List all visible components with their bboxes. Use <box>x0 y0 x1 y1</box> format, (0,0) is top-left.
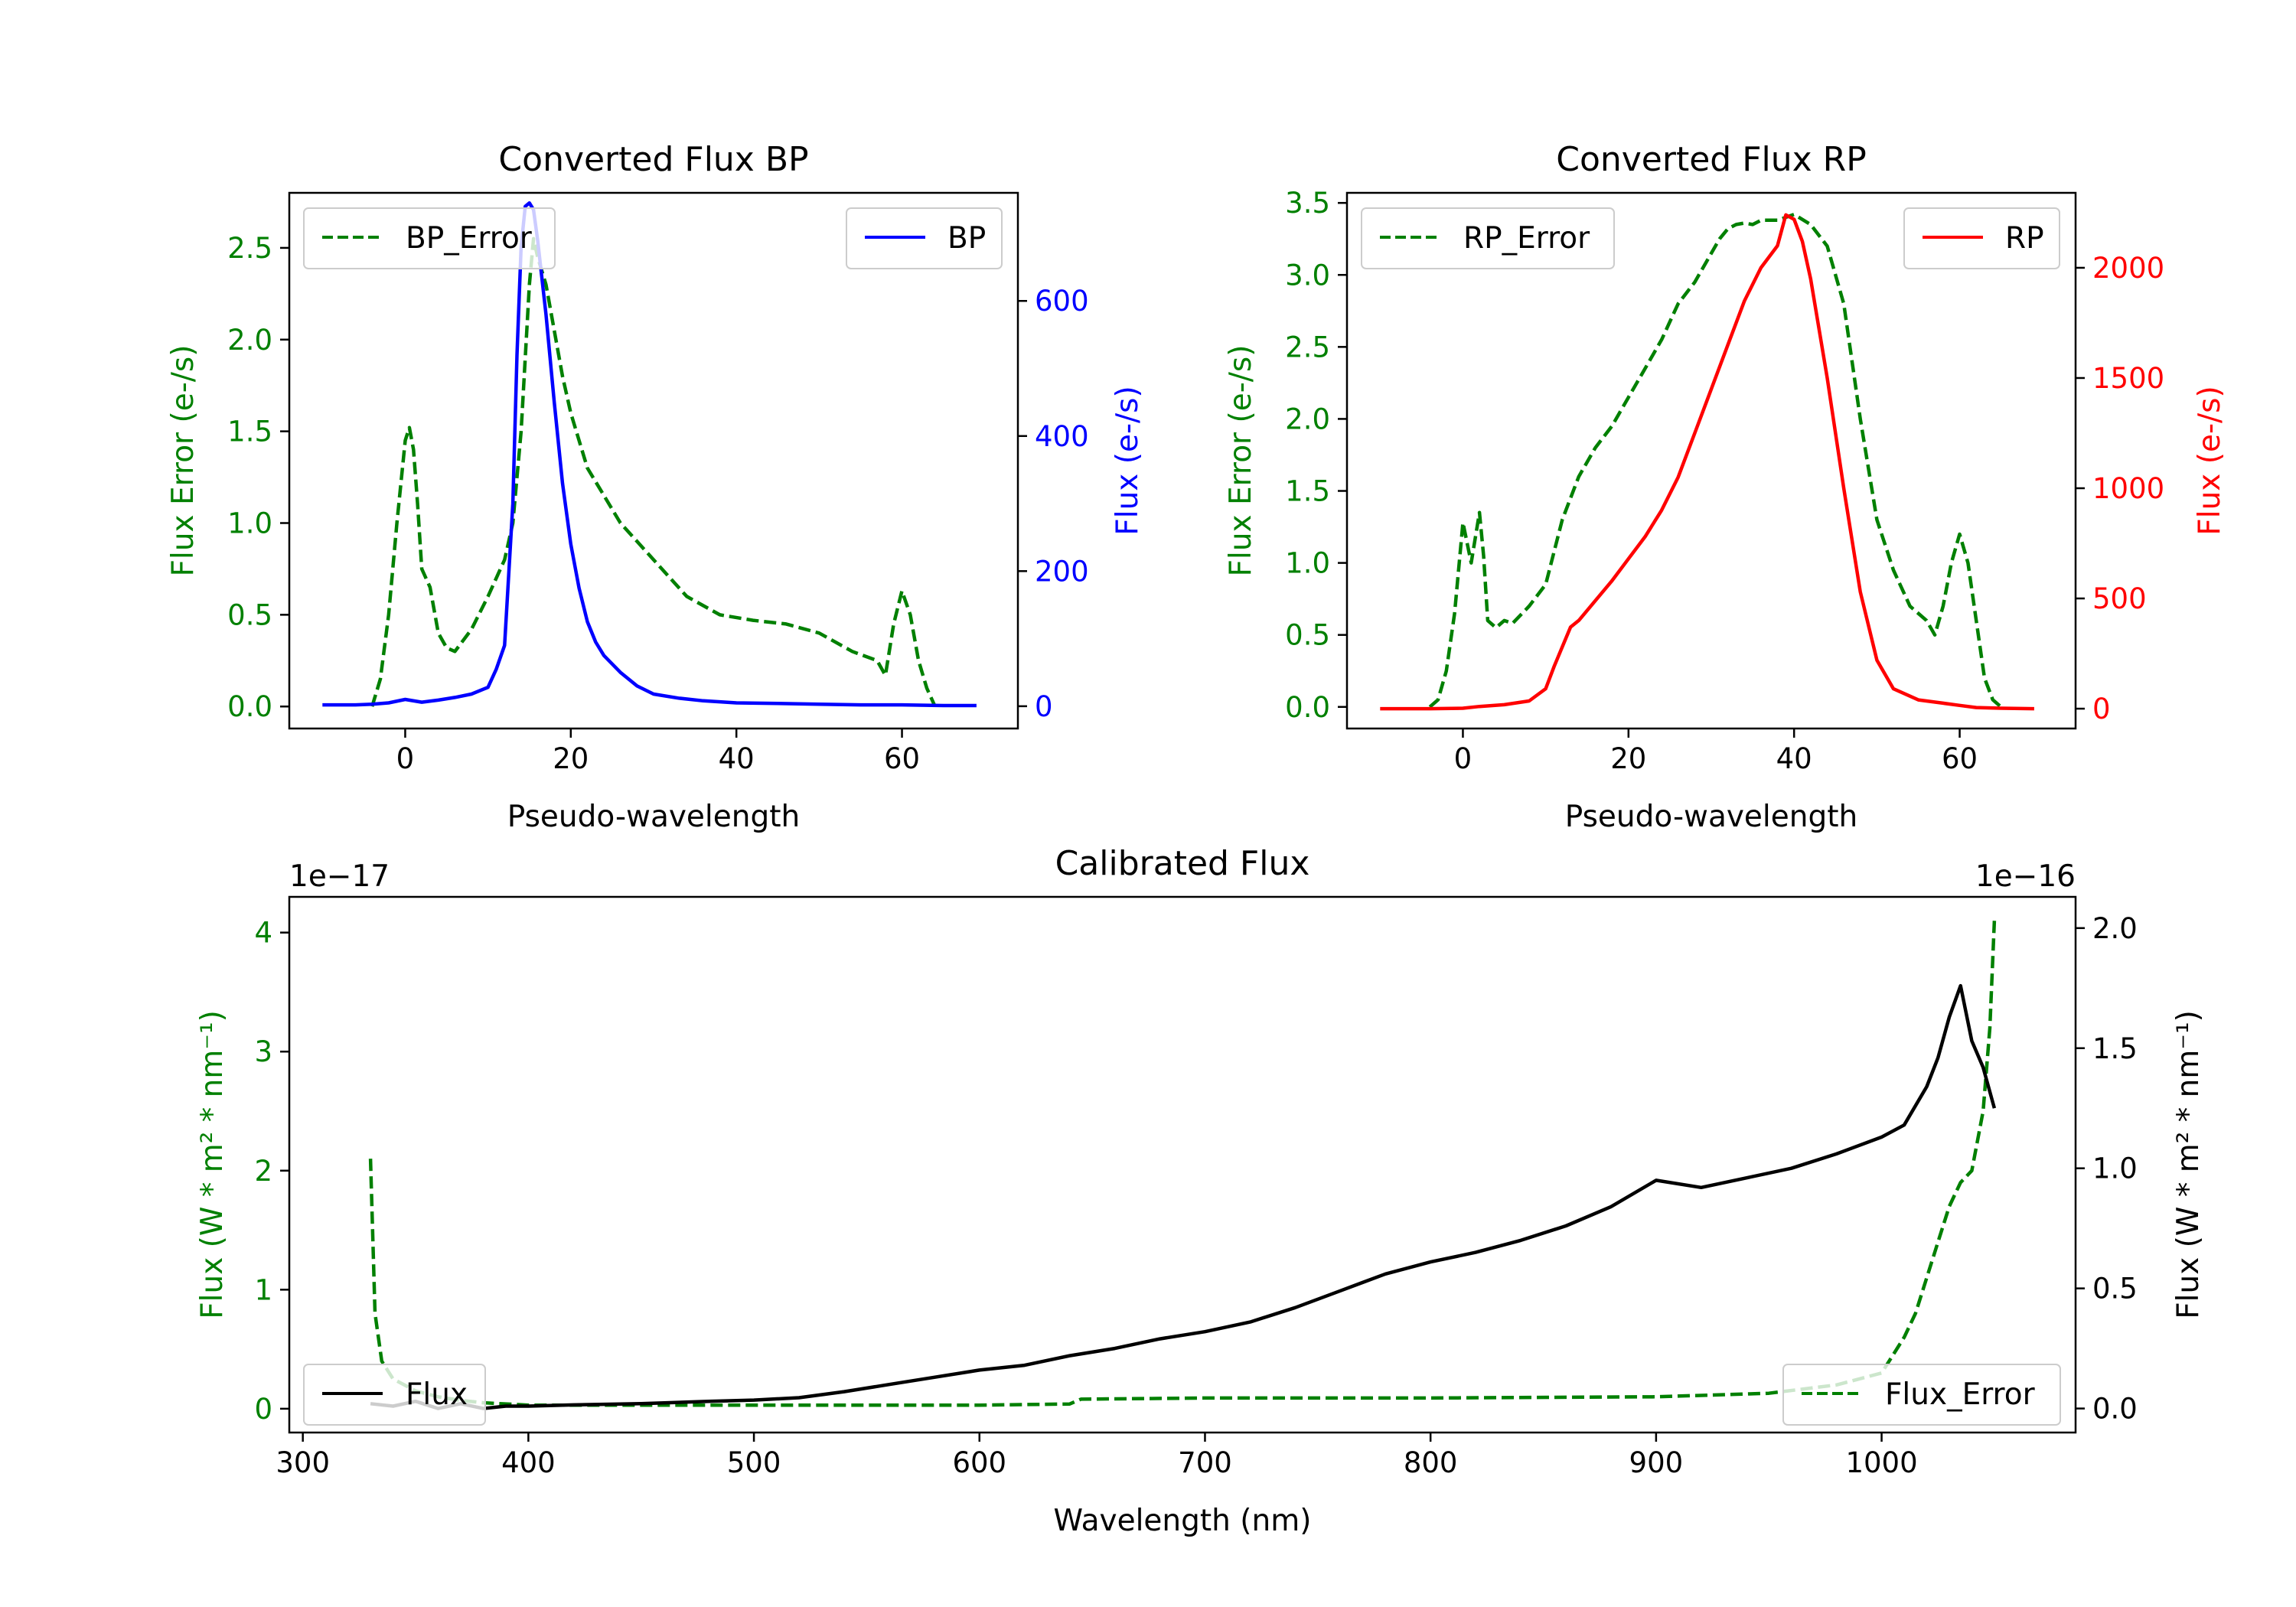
rp-xtick-label: 40 <box>1776 742 1812 775</box>
rp-ytick-right-label: 1000 <box>2092 472 2164 505</box>
rp-ytick-left-label: 0.0 <box>1285 691 1330 724</box>
bp-plot-area: 0 20 40 60 0.0 0.5 1.0 1.5 2.0 2.5 0 200 400 600 <box>227 200 1089 775</box>
cal-series-flux-error <box>368 921 1997 1407</box>
bp-axes-frame <box>288 191 1019 730</box>
cal-ytick-left-label: 2 <box>254 1155 272 1188</box>
rp-plot-area: 0 20 40 60 0.0 0.5 1.0 1.5 2.0 2.5 3.0 3.5 0 500 1000 1… <box>1285 187 2164 775</box>
cal-ytick-right-label: 0.5 <box>2092 1273 2138 1305</box>
bp-title: Converted Flux BP <box>498 140 808 179</box>
bp-legend-error: BP_Error <box>303 207 556 269</box>
cal-axes-frame <box>288 895 2077 1434</box>
bp-panel: Converted Flux BP 0 20 40 60 0.0 0.5 1.0 1.5 2.0… <box>166 140 1145 834</box>
cal-offset-left: 1e−17 <box>289 859 390 894</box>
rp-ytick-right-label: 500 <box>2092 582 2147 615</box>
cal-ytick-right-label: 1.0 <box>2092 1152 2138 1185</box>
rp-legend-error-label: RP_Error <box>1463 221 1590 256</box>
rp-legend-flux: RP <box>1903 207 2060 269</box>
rp-ytick-left-label: 3.5 <box>1285 187 1330 220</box>
bp-series-bp-error <box>370 236 937 708</box>
bp-ytick-right-label: 400 <box>1035 420 1089 453</box>
bp-ytick-left-label: 1.0 <box>227 507 272 540</box>
bp-ytick-right-label: 600 <box>1035 285 1089 318</box>
rp-ytick-left-label: 1.0 <box>1285 547 1330 580</box>
rp-axes-frame <box>1345 191 2077 730</box>
bp-ytick-right-label: 0 <box>1035 690 1053 723</box>
bp-ylabel-right: Flux (e-/s) <box>1110 386 1145 535</box>
cal-legend-flux-box <box>303 1364 486 1426</box>
cal-series-flux <box>370 983 1997 1410</box>
cal-ytick-left-label: 4 <box>254 917 272 950</box>
bp-ytick-left-label: 2.5 <box>227 232 272 265</box>
cal-xtick-label: 300 <box>276 1446 330 1479</box>
rp-ytick-right-label: 0 <box>2092 693 2111 725</box>
rp-ytick-left-label: 2.0 <box>1285 403 1330 435</box>
cal-xtick-label: 900 <box>1629 1446 1684 1479</box>
cal-legend-flux: Flux <box>303 1364 486 1426</box>
rp-ytick-right-label: 1500 <box>2092 362 2164 395</box>
bp-ytick-left-label: 2.0 <box>227 324 272 357</box>
cal-offset-right: 1e−16 <box>1975 859 2076 894</box>
bp-xtick-label: 0 <box>396 742 415 775</box>
rp-ylabel-right: Flux (e-/s) <box>2193 386 2227 535</box>
cal-legend-error: Flux_Error <box>1782 1364 2061 1426</box>
bp-xtick-label: 40 <box>719 742 755 775</box>
cal-ylabel-left: Flux (W * m² * nm⁻¹) <box>195 1010 230 1319</box>
bp-ytick-right-label: 200 <box>1035 555 1089 588</box>
rp-title: Converted Flux RP <box>1556 140 1867 179</box>
cal-xtick-label: 800 <box>1404 1446 1458 1479</box>
cal-xtick-label: 700 <box>1178 1446 1232 1479</box>
rp-ytick-left-label: 1.5 <box>1285 475 1330 508</box>
rp-legend-error: RP_Error <box>1361 207 1615 269</box>
cal-ytick-right-label: 2.0 <box>2092 912 2138 945</box>
rp-ytick-left-label: 3.0 <box>1285 259 1330 292</box>
rp-legend-flux-label: RP <box>2005 221 2044 256</box>
cal-legend-error-box <box>1782 1364 2061 1426</box>
bp-series-bp <box>322 200 977 708</box>
calibrated-panel: Calibrated Flux 1e−17 1e−16 300 400 500 600… <box>195 844 2206 1538</box>
cal-ytick-right-label: 1.5 <box>2092 1032 2138 1065</box>
bp-legend-error-label: BP_Error <box>406 221 533 256</box>
rp-ytick-left-label: 0.5 <box>1285 619 1330 652</box>
rp-xtick-label: 0 <box>1454 742 1473 775</box>
bp-legend-error-box <box>303 207 556 269</box>
rp-ytick-right-label: 2000 <box>2092 252 2164 285</box>
cal-xtick-label: 400 <box>501 1446 556 1479</box>
rp-ylabel-left: Flux Error (e-/s) <box>1224 345 1258 577</box>
bp-xtick-label: 60 <box>884 742 920 775</box>
rp-panel: Converted Flux RP 0 20 40 60 0.0 0.5 1.0 1.5 2.0… <box>1224 140 2227 834</box>
rp-legend-error-box <box>1361 207 1615 269</box>
bp-ylabel-left: Flux Error (e-/s) <box>166 345 201 577</box>
cal-legend-error-label: Flux_Error <box>1885 1377 2036 1412</box>
cal-ytick-left-label: 1 <box>254 1273 272 1306</box>
cal-xlabel: Wavelength (nm) <box>1054 1504 1312 1538</box>
rp-xlabel: Pseudo-wavelength <box>1565 800 1857 834</box>
cal-ylabel-right: Flux (W * m² * nm⁻¹) <box>2171 1010 2206 1319</box>
cal-ytick-right-label: 0.0 <box>2092 1393 2138 1426</box>
rp-series-rp <box>1380 213 2034 711</box>
cal-xtick-label: 500 <box>727 1446 781 1479</box>
cal-xtick-label: 1000 <box>1845 1446 1917 1479</box>
bp-legend-flux: BP <box>846 207 1003 269</box>
rp-series-rp-error <box>1428 212 2003 709</box>
cal-title: Calibrated Flux <box>1055 844 1310 883</box>
bp-ytick-left-label: 0.0 <box>227 690 272 723</box>
cal-legend-flux-label: Flux <box>406 1377 468 1412</box>
cal-xtick-label: 600 <box>952 1446 1006 1479</box>
cal-ytick-left-label: 0 <box>254 1393 272 1426</box>
bp-ytick-left-label: 0.5 <box>227 598 272 631</box>
cal-plot-area: 300 400 500 600 700 800 900 1000 0 1 2 3 4 0.0 0.5 1.0 1… <box>254 912 2137 1479</box>
rp-xtick-label: 20 <box>1610 742 1646 775</box>
bp-xtick-label: 20 <box>553 742 589 775</box>
bp-ytick-left-label: 1.5 <box>227 416 272 448</box>
cal-ytick-left-label: 3 <box>254 1035 272 1068</box>
bp-legend-flux-label: BP <box>947 221 986 256</box>
rp-ytick-left-label: 2.5 <box>1285 331 1330 363</box>
bp-xlabel: Pseudo-wavelength <box>507 800 800 834</box>
rp-xtick-label: 60 <box>1942 742 1978 775</box>
